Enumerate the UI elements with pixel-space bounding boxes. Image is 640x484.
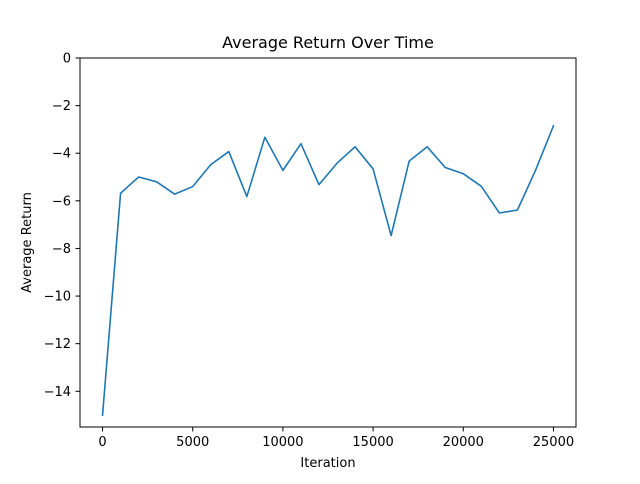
data-point: [318, 184, 320, 186]
data-point: [264, 136, 266, 138]
y-tick-label: −8: [52, 242, 71, 257]
data-point: [553, 125, 555, 127]
x-tick-label: 20000: [443, 435, 484, 450]
x-tick-label: 25000: [533, 435, 574, 450]
data-point: [372, 168, 374, 170]
x-tick-label: 10000: [262, 435, 303, 450]
x-tick-label: 15000: [352, 435, 393, 450]
plot-area: [79, 57, 577, 428]
y-tick-label: −14: [44, 385, 71, 400]
x-axis-label: Iteration: [300, 456, 355, 471]
data-point: [408, 160, 410, 162]
data-point: [517, 209, 519, 211]
data-point: [354, 146, 356, 148]
data-point: [499, 212, 501, 214]
axes-frame: [79, 57, 577, 428]
data-point: [426, 146, 428, 148]
x-tick-label: 5000: [176, 435, 209, 450]
data-point: [156, 181, 158, 183]
data-point: [246, 196, 248, 198]
data-point: [300, 143, 302, 145]
y-axis-label: Average Return: [20, 192, 35, 293]
data-point: [444, 167, 446, 169]
y-tick-label: 0: [63, 52, 71, 67]
data-point: [390, 235, 392, 237]
data-point: [102, 414, 104, 416]
data-point: [120, 192, 122, 194]
data-point: [535, 170, 537, 172]
y-tick-label: −2: [52, 99, 71, 114]
x-tick-label: 0: [98, 435, 106, 450]
data-point: [174, 193, 176, 195]
data-point: [192, 186, 194, 188]
series-layer: [101, 124, 555, 416]
data-point: [138, 176, 140, 178]
chart-title: Average Return Over Time: [222, 33, 434, 52]
data-point: [481, 186, 483, 188]
series-line: [101, 124, 555, 416]
y-tick-label: −6: [52, 194, 71, 209]
y-tick-label: −4: [52, 147, 71, 162]
x-axis: 0 5000 10000 15000 20000 25000: [98, 427, 574, 450]
data-point: [282, 170, 284, 172]
data-point: [210, 164, 212, 166]
y-tick-label: −12: [44, 337, 71, 352]
data-point: [336, 162, 338, 164]
data-point: [228, 151, 230, 153]
y-axis: 0 −2 −4 −6 −8 −10 −12 −14: [44, 52, 80, 400]
y-tick-label: −10: [44, 290, 71, 305]
data-point: [462, 173, 464, 175]
